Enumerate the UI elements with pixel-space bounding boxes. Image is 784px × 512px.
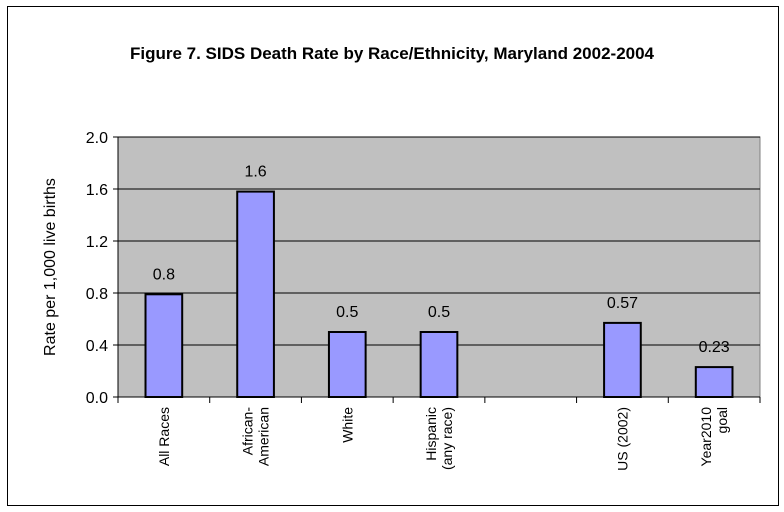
bar [603, 321, 642, 398]
bar [694, 366, 734, 399]
y-tick-label: 0.4 [86, 338, 108, 355]
x-category-label: African- [240, 407, 256, 456]
y-tick-label: 2.0 [86, 130, 108, 147]
bar [236, 190, 275, 398]
data-label: 0.23 [699, 339, 730, 356]
x-category-label: US (2002) [614, 407, 630, 471]
x-category-label: Year2010 [698, 407, 714, 467]
bar [327, 331, 367, 398]
data-label: 1.6 [244, 164, 266, 181]
data-label: 0.5 [336, 304, 358, 321]
bar [144, 293, 184, 398]
y-tick-label: 1.6 [86, 182, 108, 199]
x-category-label: (any race) [439, 407, 455, 470]
chart-title: Figure 7. SIDS Death Rate by Race/Ethnic… [129, 44, 655, 63]
x-category-label: American [256, 407, 272, 466]
y-tick-label: 0.0 [86, 390, 108, 407]
x-category-label: Hispanic [423, 407, 439, 461]
data-label: 0.57 [607, 295, 638, 312]
bar [419, 331, 459, 398]
x-category-label: goal [714, 407, 730, 433]
x-category-label: All Races [156, 407, 172, 466]
y-axis-title: Rate per 1,000 live births [42, 178, 59, 356]
data-label: 0.5 [428, 304, 450, 321]
y-tick-label: 1.2 [86, 234, 108, 251]
y-tick-label: 0.8 [86, 286, 108, 303]
data-label: 0.8 [153, 266, 175, 283]
x-category-label: White [339, 407, 355, 443]
